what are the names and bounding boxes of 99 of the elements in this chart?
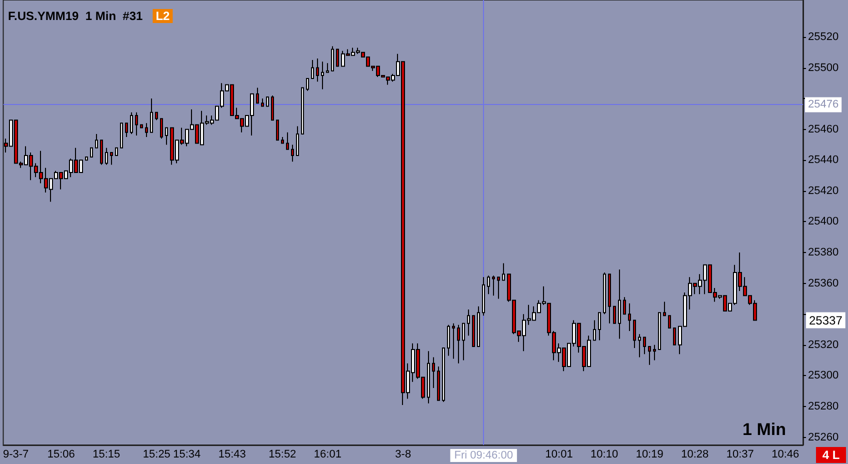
x-tick-label: 15:34 — [173, 448, 201, 460]
candlestick — [663, 301, 666, 316]
y-tick-label: 25440 — [808, 154, 839, 166]
y-tick-label: 25360 — [808, 277, 839, 290]
candlestick — [150, 98, 153, 133]
candlestick — [296, 126, 299, 156]
candlestick — [442, 347, 445, 402]
candlestick — [432, 356, 435, 389]
candlestick — [90, 147, 93, 158]
candlestick — [160, 118, 163, 140]
candlestick — [477, 306, 480, 347]
candlestick — [502, 262, 505, 281]
y-tick-label: 25400 — [808, 216, 839, 228]
candlestick — [487, 275, 490, 295]
x-tick-label: 15:52 — [268, 448, 296, 460]
candlestick — [256, 87, 259, 104]
candlestick — [105, 147, 108, 166]
candlestick — [95, 133, 98, 148]
annotation: L2 — [156, 9, 170, 23]
candlestick — [306, 78, 309, 92]
candlestick — [593, 320, 596, 341]
x-tick-label: 10:01 — [545, 448, 573, 460]
candlestick — [482, 276, 485, 316]
candlestick — [658, 312, 661, 350]
y-tick-label: 25320 — [808, 338, 839, 351]
candlestick — [155, 112, 158, 121]
x-tick-label: 3-8 — [395, 448, 412, 460]
candlestick — [336, 48, 339, 67]
x-tick-label: 15:43 — [218, 448, 246, 460]
text: 25337 — [809, 313, 843, 328]
candlestick — [261, 98, 264, 107]
candlestick — [110, 152, 113, 166]
candlestick — [457, 324, 460, 364]
text: F.US.YMM19 1 Min #31 — [8, 9, 144, 23]
x-tick-label: 10:10 — [590, 448, 618, 460]
candlestick — [145, 122, 148, 138]
candlestick — [120, 122, 123, 148]
ref-line-label: 25476 — [808, 98, 839, 111]
x-tick-label: Fri 09:46:00 — [454, 450, 513, 462]
candlestick — [497, 276, 500, 300]
candlestick — [467, 309, 470, 336]
candlestick — [100, 140, 103, 166]
candlestick — [130, 112, 133, 134]
candlestick — [266, 96, 269, 107]
candlestick — [623, 296, 626, 315]
x-tick-label: 10:19 — [636, 448, 664, 460]
candlestick — [452, 322, 455, 360]
candlestick — [316, 58, 319, 82]
candlestick — [331, 46, 334, 72]
candlestick — [598, 312, 601, 341]
candlestick — [492, 275, 495, 296]
candlestick — [608, 274, 611, 324]
candlestick — [628, 302, 631, 332]
candlestick — [638, 334, 641, 358]
candlestick — [613, 306, 616, 324]
y-tick-label: 25380 — [808, 246, 839, 259]
candlestick — [447, 324, 450, 356]
candlestick — [673, 327, 676, 346]
candlestick — [321, 61, 324, 90]
x-tick-label: 10:37 — [726, 448, 754, 460]
candlestick — [462, 322, 465, 361]
candlestick — [125, 122, 128, 138]
x-tick-label: 10:46 — [772, 448, 800, 460]
candlestick — [326, 62, 329, 73]
candlestick — [668, 315, 671, 328]
candlestick — [135, 112, 138, 136]
candlestick — [291, 144, 294, 162]
text: 4 L — [818, 448, 843, 462]
candlestick — [281, 136, 284, 144]
y-tick-label: 25460 — [808, 123, 839, 136]
y-tick-label: 25280 — [808, 400, 839, 413]
x-tick-label: 16:01 — [314, 448, 342, 460]
x-tick-label: 10:28 — [681, 448, 709, 460]
candlestick — [311, 60, 314, 80]
candlestick — [271, 94, 274, 121]
candlestick — [286, 132, 289, 150]
candlestick — [276, 120, 279, 141]
candlestick — [648, 346, 651, 366]
candlestick — [618, 268, 621, 340]
candlestick — [472, 315, 475, 347]
y-tick-label: 25300 — [808, 370, 839, 382]
candlestick — [653, 344, 656, 361]
candlestick — [115, 147, 118, 156]
candlestick — [603, 272, 606, 315]
candlestick — [427, 350, 430, 404]
y-tick-label: 25500 — [808, 62, 839, 74]
x-tick-label: 15:25 — [142, 448, 170, 460]
y-tick-label: 25520 — [808, 30, 839, 43]
candlestick — [301, 87, 304, 134]
x-tick-label: 9-3-7 — [2, 448, 29, 460]
y-tick-label: 25420 — [808, 184, 839, 197]
candlestick — [643, 336, 646, 355]
y-tick-label: 25260 — [808, 431, 839, 444]
candlestick — [437, 366, 440, 401]
x-tick-label: 15:15 — [92, 448, 120, 460]
candlestick — [633, 320, 636, 348]
annotation: 1 Min — [742, 420, 786, 439]
candlestick — [165, 127, 168, 146]
x-tick-label: 15:06 — [47, 448, 75, 460]
